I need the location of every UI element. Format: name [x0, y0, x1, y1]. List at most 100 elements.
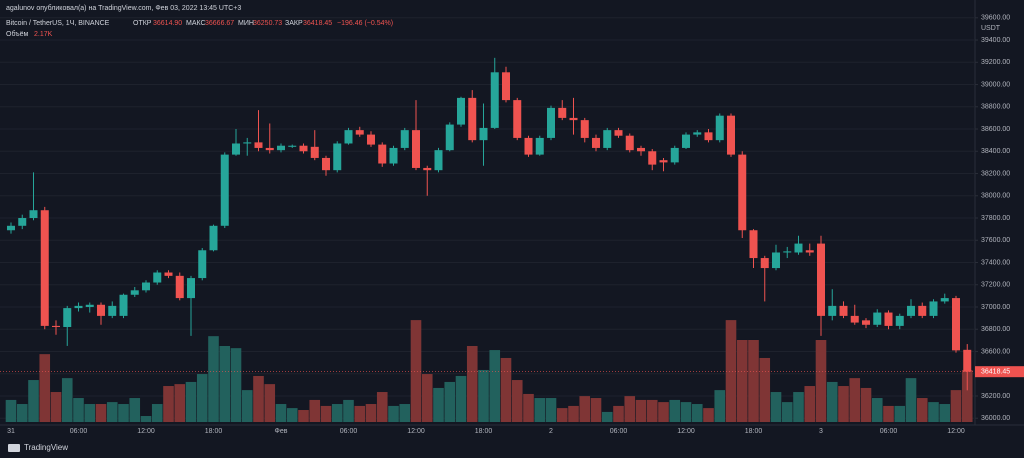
- volume-bar: [84, 404, 96, 422]
- volume-bar: [140, 416, 152, 422]
- volume-bar: [545, 398, 557, 422]
- candle-body: [738, 154, 747, 231]
- volume-bar: [871, 398, 883, 422]
- volume-bar: [241, 390, 253, 422]
- close-value: 36418.45: [303, 20, 332, 27]
- volume-bar: [905, 378, 917, 422]
- candle-body: [884, 312, 893, 326]
- volume-bar: [106, 402, 118, 422]
- high-label: МАКС: [186, 20, 206, 27]
- candle-body: [490, 72, 499, 128]
- volume-bar: [736, 339, 748, 422]
- candle-body: [513, 100, 522, 138]
- volume-bar: [129, 398, 141, 422]
- currency: USDT: [981, 25, 1001, 32]
- candle-body: [805, 250, 814, 253]
- candle-body: [659, 160, 668, 163]
- volume-bar: [5, 399, 17, 422]
- volume-bar: [961, 369, 973, 422]
- volume-bar: [50, 392, 62, 422]
- volume-bar: [590, 398, 602, 422]
- volume-bar: [309, 399, 321, 422]
- volume-bar: [635, 399, 647, 422]
- candle-body: [727, 115, 735, 155]
- volume-bar: [725, 320, 737, 422]
- volume-bar: [894, 405, 906, 422]
- candle-body: [209, 225, 218, 251]
- candle-body: [760, 258, 769, 269]
- volume-bar: [354, 405, 366, 422]
- volume-bar: [748, 339, 759, 422]
- volume-bar: [838, 386, 849, 422]
- candle-body: [322, 157, 330, 171]
- candle-body: [682, 134, 690, 148]
- volume-bar: [556, 408, 568, 422]
- y-tick-label: 36000.00: [981, 415, 1010, 422]
- last-price-label: 36418.45: [981, 369, 1010, 376]
- candle-body: [580, 120, 589, 138]
- x-tick-label: 12:00: [947, 428, 965, 435]
- candle-body: [783, 251, 792, 253]
- open-label: ОТКР: [133, 20, 152, 27]
- brand-logo: [8, 444, 20, 452]
- y-tick-label: 39000.00: [981, 81, 1010, 88]
- volume-bar: [219, 345, 231, 422]
- x-tick-label: 06:00: [880, 428, 898, 435]
- volume-bar: [208, 336, 219, 422]
- candle-body: [749, 230, 758, 259]
- open-value: 36614.90: [153, 20, 182, 27]
- volume-bar: [680, 402, 692, 422]
- candle-body: [310, 146, 319, 158]
- volume-bar: [466, 345, 478, 422]
- volume-label: Объём: [6, 30, 28, 38]
- volume-bar: [118, 404, 129, 422]
- volume-bar: [388, 405, 399, 422]
- candle-body: [355, 130, 364, 135]
- candle-body: [693, 132, 702, 135]
- volume-bar: [230, 348, 242, 422]
- change: −196.46 (−0.54%): [337, 20, 393, 27]
- candle-body: [614, 130, 623, 136]
- y-tick-label: 38200.00: [981, 170, 1010, 177]
- plot-area: [0, 17, 975, 422]
- volume-bar: [601, 411, 613, 422]
- volume-bar: [781, 402, 793, 422]
- x-tick-label: 18:00: [475, 428, 493, 435]
- volume-bar: [331, 404, 343, 422]
- low-value: 36250.73: [253, 20, 282, 27]
- x-tick-label: 06:00: [610, 428, 628, 435]
- volume-bar: [28, 380, 39, 422]
- candle-body: [74, 305, 83, 309]
- volume-bar: [95, 404, 107, 422]
- candle-body: [603, 130, 612, 148]
- volume-bar: [646, 399, 658, 422]
- candle-body: [423, 167, 432, 171]
- candle-body: [7, 225, 15, 231]
- candle-body: [895, 315, 904, 326]
- close-label: ЗАКР: [285, 20, 303, 27]
- volume-bar: [928, 402, 939, 422]
- volume-bar: [286, 408, 298, 422]
- candle-body: [850, 315, 859, 323]
- candle-body: [445, 124, 454, 151]
- last-price-tag: [975, 366, 1024, 378]
- x-tick-label: 12:00: [677, 428, 695, 435]
- volume-bar: [624, 396, 636, 422]
- volume-bar: [939, 404, 951, 422]
- x-tick-label: 3: [819, 428, 823, 435]
- y-tick-label: 38000.00: [981, 193, 1010, 200]
- candle-body: [164, 272, 173, 276]
- y-tick-label: 37000.00: [981, 304, 1010, 311]
- volume-bar: [73, 398, 84, 422]
- attribution: agalunov опубликовал(а) на TradingView.c…: [6, 4, 241, 12]
- volume-bar: [691, 404, 703, 422]
- x-tick-label: 12:00: [137, 428, 155, 435]
- volume-bar: [826, 381, 838, 422]
- volume-bar: [613, 405, 624, 422]
- candle-body: [97, 304, 105, 316]
- candle-body: [277, 145, 285, 151]
- candle-body: [558, 107, 567, 118]
- candle-body: [502, 72, 510, 101]
- y-tick-label: 36800.00: [981, 326, 1010, 333]
